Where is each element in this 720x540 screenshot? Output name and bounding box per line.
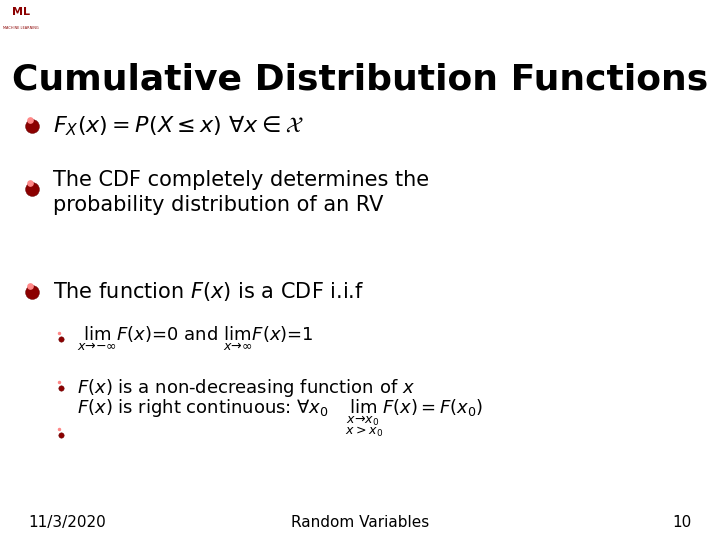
Text: 10-701 Machine Learning: 10-701 Machine Learning [263, 12, 457, 27]
Text: $F(x)$ is right continuous: $\forall x_0$$\quad \lim_{\substack{x \to x_0 \\ x >: $F(x)$ is right continuous: $\forall x_0… [77, 397, 483, 440]
Text: Random Variables: Random Variables [291, 515, 429, 530]
Text: The function $F(x)$ is a CDF i.i.f: The function $F(x)$ is a CDF i.i.f [53, 280, 364, 303]
Text: $F(x)$ is a non-decreasing function of $x$: $F(x)$ is a non-decreasing function of $… [77, 377, 415, 399]
Text: Spring 2013: Spring 2013 [544, 12, 637, 27]
Text: probability distribution of an RV: probability distribution of an RV [53, 195, 383, 215]
Text: $\lim_{x\to-\infty} F(x) = 0$ and $\lim_{x\to\infty} F(x) = 1$: $\lim_{x\to-\infty} F(x) = 0$ and $\lim_… [77, 325, 314, 353]
Text: 10: 10 [672, 515, 691, 530]
Text: The CDF completely determines the: The CDF completely determines the [53, 171, 428, 191]
Text: 11/3/2020: 11/3/2020 [29, 515, 107, 530]
Text: Cumulative Distribution Functions: Cumulative Distribution Functions [12, 62, 708, 96]
Text: ML: ML [12, 6, 30, 17]
Text: $F_X(x) = P(X \leq x)\ \forall x \in \mathcal{X}$: $F_X(x) = P(X \leq x)\ \forall x \in \ma… [53, 113, 303, 138]
Text: Carnegie Mellon University: Carnegie Mellon University [41, 12, 247, 27]
Text: MACHINE LEARNING: MACHINE LEARNING [3, 26, 39, 30]
FancyBboxPatch shape [1, 2, 41, 37]
